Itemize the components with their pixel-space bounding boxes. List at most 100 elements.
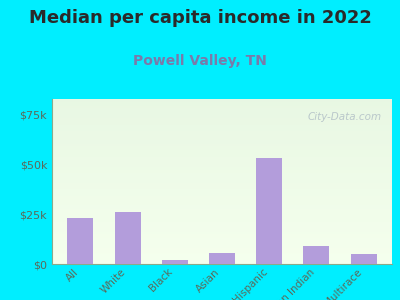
- Bar: [52, 196, 392, 197]
- Bar: [67, 218, 93, 264]
- Bar: [52, 162, 392, 163]
- Bar: [52, 176, 392, 177]
- Bar: [52, 230, 392, 231]
- Bar: [52, 253, 392, 254]
- Bar: [52, 227, 392, 228]
- Bar: [52, 118, 392, 119]
- Bar: [52, 184, 392, 185]
- Bar: [52, 189, 392, 190]
- Bar: [304, 246, 330, 264]
- Bar: [52, 155, 392, 156]
- Bar: [52, 210, 392, 211]
- Bar: [52, 246, 392, 247]
- Bar: [52, 160, 392, 161]
- Bar: [52, 241, 392, 242]
- Bar: [52, 247, 392, 248]
- Bar: [52, 187, 392, 188]
- Bar: [52, 183, 392, 184]
- Bar: [52, 254, 392, 255]
- Bar: [52, 238, 392, 239]
- Bar: [52, 239, 392, 240]
- Bar: [52, 232, 392, 233]
- Bar: [52, 141, 392, 142]
- Bar: [52, 172, 392, 173]
- Bar: [52, 191, 392, 192]
- Bar: [52, 147, 392, 148]
- Bar: [52, 100, 392, 101]
- Bar: [52, 105, 392, 106]
- Bar: [52, 142, 392, 143]
- Bar: [52, 236, 392, 237]
- Bar: [52, 206, 392, 207]
- Bar: [52, 229, 392, 230]
- Bar: [52, 152, 392, 153]
- Bar: [52, 116, 392, 117]
- Bar: [52, 120, 392, 121]
- Bar: [52, 186, 392, 187]
- Bar: [52, 195, 392, 196]
- Bar: [52, 234, 392, 235]
- Bar: [52, 137, 392, 138]
- Bar: [52, 157, 392, 158]
- Bar: [52, 115, 392, 116]
- Bar: [52, 128, 392, 129]
- Bar: [52, 193, 392, 194]
- Bar: [52, 204, 392, 205]
- Bar: [52, 244, 392, 245]
- Bar: [52, 101, 392, 102]
- Bar: [52, 198, 392, 199]
- Bar: [52, 248, 392, 249]
- Bar: [52, 165, 392, 166]
- Bar: [52, 251, 392, 252]
- Bar: [52, 260, 392, 261]
- Bar: [52, 106, 392, 107]
- Bar: [52, 245, 392, 246]
- Bar: [52, 126, 392, 127]
- Bar: [52, 145, 392, 146]
- Bar: [52, 117, 392, 118]
- Bar: [52, 154, 392, 155]
- Bar: [52, 133, 392, 134]
- Bar: [52, 238, 392, 239]
- Bar: [52, 178, 392, 179]
- Bar: [52, 107, 392, 108]
- Bar: [52, 263, 392, 264]
- Bar: [52, 217, 392, 218]
- Bar: [52, 216, 392, 217]
- Bar: [52, 174, 392, 175]
- Bar: [52, 224, 392, 225]
- Bar: [52, 194, 392, 195]
- Bar: [114, 212, 140, 264]
- Bar: [52, 131, 392, 132]
- Bar: [52, 129, 392, 130]
- Bar: [52, 218, 392, 219]
- Bar: [52, 103, 392, 104]
- Bar: [52, 156, 392, 157]
- Bar: [52, 231, 392, 232]
- Bar: [52, 233, 392, 234]
- Bar: [52, 207, 392, 208]
- Bar: [52, 243, 392, 244]
- Bar: [52, 175, 392, 176]
- Bar: [52, 110, 392, 111]
- Bar: [52, 258, 392, 259]
- Bar: [52, 261, 392, 262]
- Bar: [52, 144, 392, 145]
- Bar: [52, 259, 392, 260]
- Bar: [52, 209, 392, 210]
- Bar: [52, 215, 392, 216]
- Bar: [52, 113, 392, 114]
- Bar: [52, 192, 392, 193]
- Bar: [52, 161, 392, 162]
- Bar: [52, 159, 392, 160]
- Bar: [52, 134, 392, 135]
- Bar: [52, 242, 392, 243]
- Bar: [52, 202, 392, 203]
- Text: Powell Valley, TN: Powell Valley, TN: [133, 54, 267, 68]
- Bar: [52, 179, 392, 180]
- Bar: [52, 130, 392, 131]
- Bar: [52, 121, 392, 122]
- Bar: [52, 146, 392, 147]
- Bar: [52, 221, 392, 222]
- Bar: [52, 201, 392, 202]
